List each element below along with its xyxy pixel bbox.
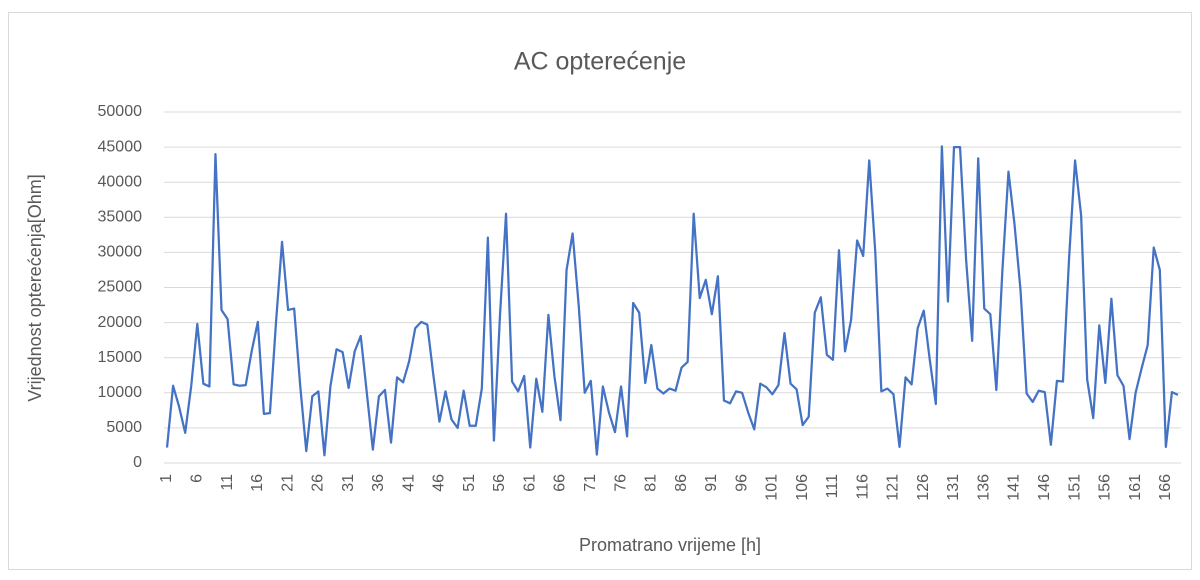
y-tick-label: 35000 [98, 209, 143, 226]
x-tick-label: 151 [1066, 474, 1083, 501]
x-tick-label: 46 [431, 474, 448, 492]
y-tick-label: 25000 [98, 279, 143, 296]
x-tick-label: 36 [370, 474, 387, 492]
x-tick-label: 21 [279, 474, 296, 492]
x-tick-label: 11 [219, 474, 236, 491]
x-tick-label: 61 [521, 474, 538, 492]
x-tick-label: 166 [1157, 474, 1174, 501]
y-tick-label: 10000 [98, 384, 143, 401]
x-tick-label: 116 [854, 474, 871, 500]
x-tick-label: 66 [552, 474, 569, 492]
x-tick-label: 156 [1097, 474, 1114, 501]
x-tick-label: 141 [1006, 474, 1023, 501]
x-tick-label: 136 [975, 474, 992, 501]
y-tick-label: 20000 [98, 314, 143, 331]
y-axis-title: Vrijednost opterećenja[Ohm] [25, 174, 45, 401]
x-tick-label: 51 [461, 474, 478, 492]
chart-title: AC opterećenje [514, 48, 686, 76]
y-tick-label: 45000 [98, 138, 143, 155]
y-tick-label: 40000 [98, 173, 143, 190]
x-tick-label: 111 [824, 474, 841, 498]
x-tick-label: 31 [340, 474, 357, 492]
y-tick-label: 0 [133, 454, 142, 471]
x-tick-label: 81 [643, 474, 660, 492]
x-tick-label: 96 [733, 474, 750, 492]
x-tick-label: 41 [400, 474, 417, 492]
x-tick-label: 101 [764, 474, 781, 501]
x-tick-label: 131 [945, 474, 962, 501]
x-tick-label: 16 [249, 474, 266, 492]
x-tick-label: 161 [1127, 474, 1144, 501]
x-tick-label: 91 [703, 474, 720, 492]
y-tick-label: 5000 [106, 419, 142, 436]
x-tick-label: 76 [612, 474, 629, 492]
line-series [165, 145, 1179, 457]
chart-border [8, 12, 1192, 570]
x-tick-label: 146 [1036, 474, 1053, 501]
x-tick-label: 86 [673, 474, 690, 492]
y-tick-label: 15000 [98, 349, 143, 366]
x-tick-label: 71 [582, 474, 599, 492]
x-tick-label: 126 [915, 474, 932, 501]
x-tick-label: 56 [491, 474, 508, 492]
x-tick-label: 121 [885, 474, 902, 501]
x-tick-label: 6 [189, 474, 206, 483]
y-tick-label: 30000 [98, 244, 143, 261]
x-tick-label: 1 [158, 474, 175, 483]
y-tick-label: 50000 [98, 103, 143, 120]
x-tick-label: 26 [310, 474, 327, 492]
x-tick-label: 106 [794, 474, 811, 501]
x-axis-title: Promatrano vrijeme [h] [579, 535, 761, 555]
